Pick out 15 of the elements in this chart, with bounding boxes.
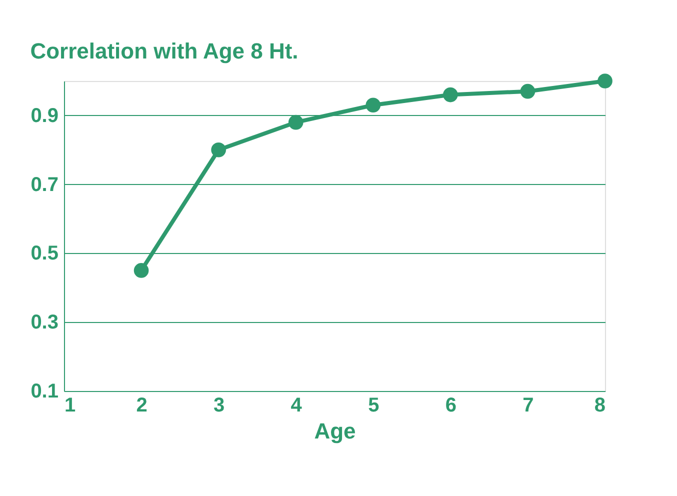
y-tick-label: 0.7	[30, 174, 58, 196]
x-tick-label: 8	[594, 394, 606, 416]
x-tick-label: 6	[445, 394, 456, 416]
x-axis-title: Age	[314, 418, 356, 444]
y-tick-label: 0.5	[30, 242, 58, 265]
x-tick-label: 7	[522, 394, 534, 416]
x-tick-label: 4	[290, 394, 303, 416]
x-tick-label: 1	[64, 394, 76, 416]
y-tick-label: 0.3	[30, 312, 58, 334]
y-tick-label: 0.1	[30, 380, 58, 402]
x-tick-label: 3	[214, 394, 225, 416]
y-tick-label: 0.9	[30, 104, 58, 127]
x-tick-label: 2	[136, 394, 148, 416]
chart-title: Correlation with Age 8 Ht.	[30, 38, 298, 64]
x-tick-label: 5	[368, 394, 380, 416]
